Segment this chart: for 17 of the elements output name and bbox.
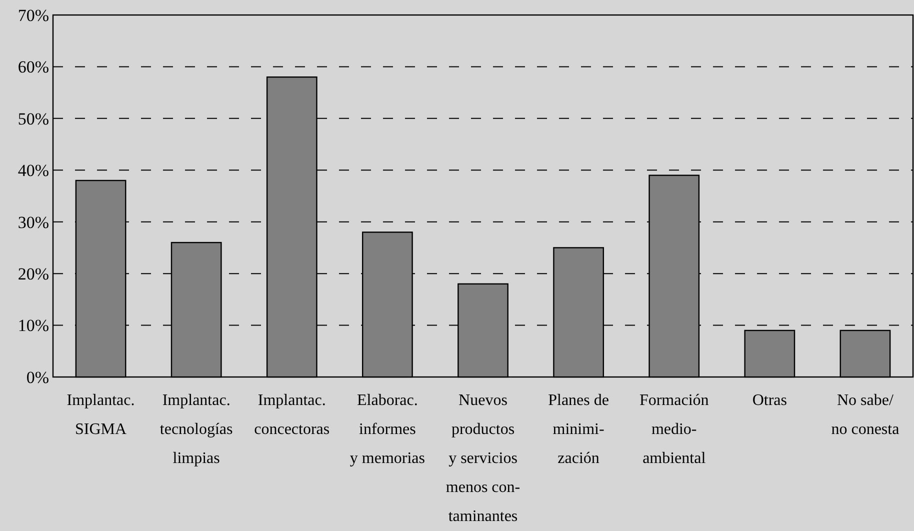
y-tick-label: 50% <box>18 109 49 128</box>
x-tick-label: Elaborac. informes y memorias <box>350 392 425 467</box>
x-tick-label: No sabe/ no conesta <box>831 392 900 438</box>
y-tick-label: 40% <box>18 161 49 180</box>
y-tick-label: 30% <box>18 212 49 232</box>
y-tick-label: 60% <box>18 58 49 77</box>
x-tick-label: Planes de minimi- zación <box>548 392 609 467</box>
x-tick-label: Implantac. tecnologías limpias <box>160 392 233 467</box>
x-tick-label: Implantac. SIGMA <box>66 392 135 438</box>
x-tick-label: Nuevos productos y servicios menos con- taminantes <box>446 392 520 525</box>
x-tick-label: Otras <box>752 392 787 409</box>
x-tick-label: Formación medio- ambiental <box>639 392 709 467</box>
x-tick-label: Implantac. concectoras <box>254 392 330 438</box>
y-tick-label: 10% <box>18 316 49 336</box>
y-tick-label: 0% <box>26 368 49 387</box>
y-tick-label: 20% <box>18 264 49 284</box>
y-tick-label: 70% <box>18 6 49 25</box>
